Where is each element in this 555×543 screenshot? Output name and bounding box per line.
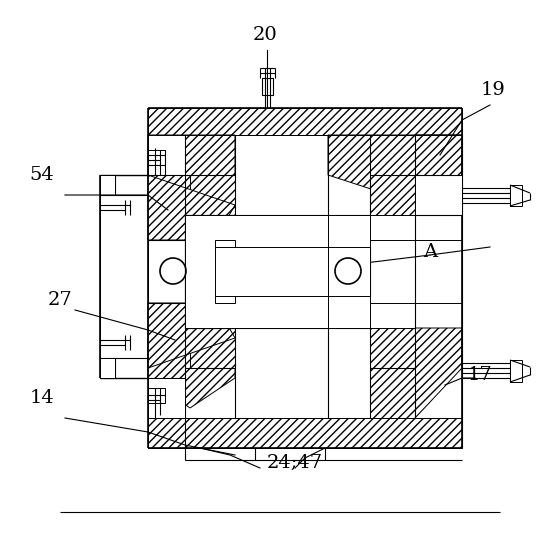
Polygon shape: [415, 175, 462, 215]
Text: 14: 14: [29, 389, 54, 407]
Text: 24;47: 24;47: [267, 454, 323, 472]
Text: 20: 20: [253, 26, 278, 44]
Polygon shape: [370, 328, 415, 368]
Polygon shape: [148, 388, 165, 403]
Polygon shape: [370, 175, 415, 215]
Polygon shape: [148, 135, 235, 205]
Text: A: A: [423, 243, 437, 261]
Polygon shape: [262, 78, 273, 95]
Polygon shape: [190, 328, 235, 368]
Polygon shape: [215, 283, 235, 303]
Text: 54: 54: [29, 166, 54, 184]
Polygon shape: [328, 135, 462, 205]
Polygon shape: [148, 378, 185, 418]
Polygon shape: [148, 175, 235, 240]
Text: 27: 27: [48, 291, 72, 309]
Polygon shape: [510, 185, 522, 206]
Polygon shape: [510, 360, 522, 382]
Polygon shape: [148, 135, 185, 175]
Polygon shape: [328, 215, 370, 328]
Polygon shape: [215, 240, 235, 260]
Polygon shape: [148, 303, 235, 368]
Polygon shape: [215, 247, 328, 296]
Polygon shape: [370, 368, 415, 418]
Polygon shape: [148, 240, 462, 303]
Polygon shape: [100, 358, 115, 378]
Polygon shape: [415, 328, 462, 418]
Text: 17: 17: [468, 366, 492, 384]
Text: 19: 19: [481, 81, 506, 99]
Polygon shape: [185, 215, 215, 240]
Polygon shape: [148, 108, 462, 135]
Polygon shape: [148, 418, 462, 448]
Polygon shape: [100, 175, 148, 378]
Polygon shape: [185, 215, 328, 328]
Polygon shape: [148, 150, 165, 165]
Polygon shape: [190, 175, 235, 215]
Polygon shape: [415, 135, 462, 205]
Polygon shape: [100, 175, 115, 195]
Polygon shape: [185, 303, 215, 328]
Polygon shape: [148, 338, 235, 408]
Polygon shape: [328, 247, 370, 296]
Polygon shape: [370, 135, 415, 175]
